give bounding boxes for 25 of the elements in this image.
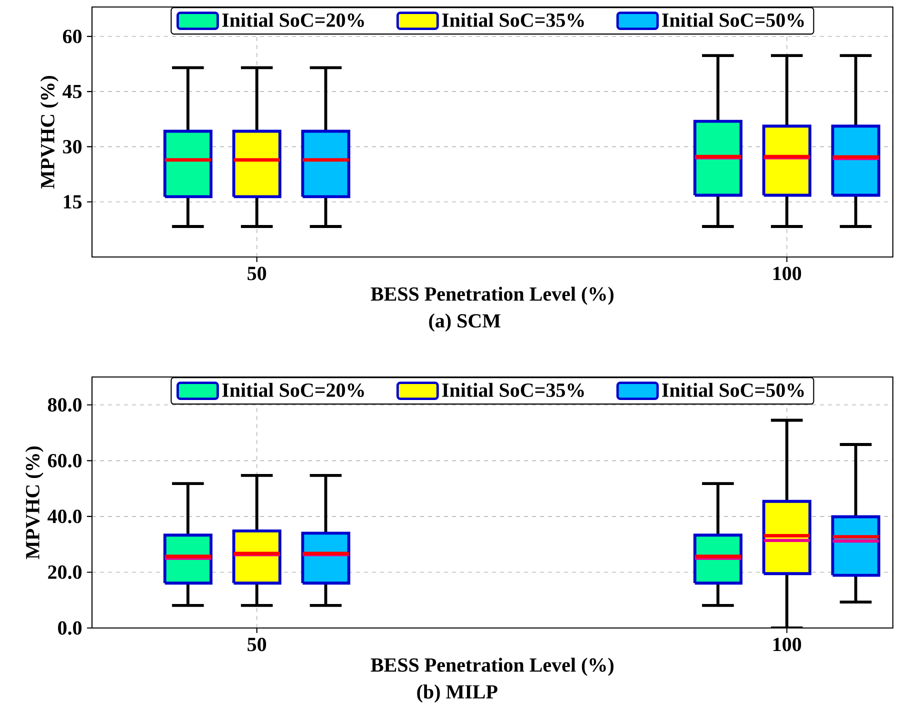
y-tick-label: 15 xyxy=(64,195,82,209)
y-tick-label: 60 xyxy=(62,30,82,44)
legend-label: Initial SoC=35% xyxy=(442,12,584,28)
text: (b) MILP xyxy=(417,684,498,703)
legend-label: Initial SoC=20% xyxy=(222,12,364,28)
legend-label: Initial SoC=35% xyxy=(442,382,584,398)
legend-label: Initial SoC=20% xyxy=(222,382,364,398)
y-tick-label: 30 xyxy=(63,140,82,154)
x-tick-label: 100 xyxy=(773,638,802,652)
y-axis-title: MPVHC (%) xyxy=(40,76,58,189)
y-axis-title: MPVHC (%) xyxy=(25,446,44,560)
y-tick-label: 60.0 xyxy=(48,454,82,468)
y-tick-label: 80.0 xyxy=(48,398,82,412)
legend-label: Initial SoC=50% xyxy=(662,12,804,28)
text: (a) SCM xyxy=(429,314,500,332)
x-tick-label: 50 xyxy=(248,638,266,652)
x-tick-label: 100 xyxy=(773,266,802,280)
legend-label: Initial SoC=50% xyxy=(662,382,804,398)
x-axis-title: BESS Penetration Level (%) xyxy=(370,658,614,676)
y-tick-label: 45 xyxy=(62,84,82,98)
y-tick-label: 0.0 xyxy=(58,621,82,635)
y-tick-label: 40.0 xyxy=(48,510,82,524)
x-tick-label: 50 xyxy=(248,266,266,280)
x-axis-title: BESS Penetration Level (%) xyxy=(370,286,614,305)
y-tick-label: 20.0 xyxy=(48,565,82,580)
